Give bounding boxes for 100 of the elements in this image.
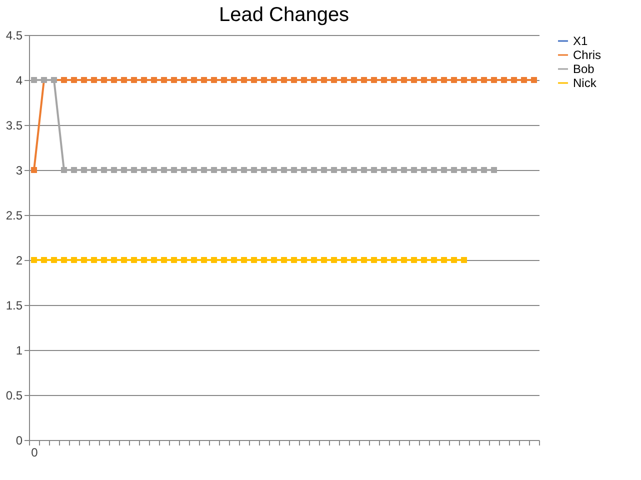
point [271, 257, 277, 263]
y-tick-label: 3 [16, 164, 23, 178]
point [351, 167, 357, 173]
point [151, 167, 157, 173]
point [101, 257, 107, 263]
point [331, 77, 337, 83]
point [311, 257, 317, 263]
point [361, 77, 367, 83]
point [441, 167, 447, 173]
y-tick-label: 3.5 [6, 118, 23, 132]
point [321, 257, 327, 263]
point [381, 257, 387, 263]
point [261, 257, 267, 263]
point [151, 77, 157, 83]
point [211, 167, 217, 173]
point [241, 167, 247, 173]
point [421, 167, 427, 173]
point [301, 257, 307, 263]
point [81, 167, 87, 173]
point [301, 77, 307, 83]
point [391, 77, 397, 83]
point [461, 257, 467, 263]
point [241, 77, 247, 83]
point [201, 257, 207, 263]
point [161, 77, 167, 83]
point [381, 77, 387, 83]
point [431, 257, 437, 263]
point [191, 167, 197, 173]
point [341, 257, 347, 263]
point [251, 257, 257, 263]
y-tick-label: 0 [16, 434, 23, 448]
y-tick-label: 4 [16, 74, 23, 88]
point [111, 77, 117, 83]
point [121, 167, 127, 173]
point [191, 77, 197, 83]
point [61, 257, 67, 263]
point [391, 257, 397, 263]
point [501, 77, 507, 83]
point [61, 167, 67, 173]
point [451, 257, 457, 263]
point [61, 77, 67, 83]
point [291, 167, 297, 173]
point [121, 257, 127, 263]
point [351, 77, 357, 83]
point [111, 167, 117, 173]
point [451, 77, 457, 83]
point [161, 167, 167, 173]
point [401, 77, 407, 83]
point [91, 167, 97, 173]
y-tick-label: 2 [16, 254, 23, 268]
point [381, 167, 387, 173]
point [391, 167, 397, 173]
point [221, 167, 227, 173]
point [131, 167, 137, 173]
point [91, 257, 97, 263]
point [201, 77, 207, 83]
point [71, 77, 77, 83]
point [111, 257, 117, 263]
point [251, 77, 257, 83]
point [161, 257, 167, 263]
point [141, 167, 147, 173]
point [321, 77, 327, 83]
y-tick-label: 4.5 [6, 28, 23, 42]
point [281, 167, 287, 173]
point [171, 167, 177, 173]
point [531, 77, 537, 83]
point [71, 167, 77, 173]
point [321, 167, 327, 173]
point [431, 77, 437, 83]
point [451, 167, 457, 173]
point [331, 167, 337, 173]
point [411, 77, 417, 83]
point [421, 257, 427, 263]
point [401, 257, 407, 263]
point [481, 77, 487, 83]
point [141, 257, 147, 263]
point [521, 77, 527, 83]
point [481, 167, 487, 173]
legend-label: X1 [573, 34, 588, 48]
point [411, 257, 417, 263]
point [261, 77, 267, 83]
point [31, 77, 37, 83]
point [81, 257, 87, 263]
point [471, 77, 477, 83]
point [291, 257, 297, 263]
point [181, 77, 187, 83]
point [31, 167, 37, 173]
point [171, 257, 177, 263]
point [371, 167, 377, 173]
point [441, 77, 447, 83]
point [271, 167, 277, 173]
chart-title: Lead Changes [218, 4, 350, 26]
point [461, 167, 467, 173]
point [101, 77, 107, 83]
point [341, 167, 347, 173]
legend-label: Bob [573, 62, 595, 76]
point [151, 257, 157, 263]
legend-label: Chris [573, 48, 602, 62]
point [361, 257, 367, 263]
point [101, 167, 107, 173]
